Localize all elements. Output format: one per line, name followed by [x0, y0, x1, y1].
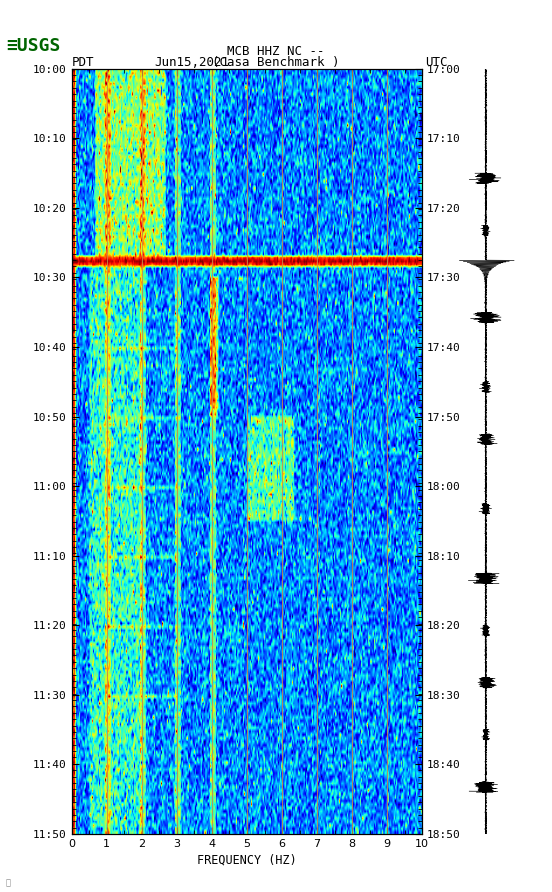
Text: Jun15,2021: Jun15,2021 — [155, 56, 230, 70]
Text: UTC: UTC — [425, 56, 448, 70]
X-axis label: FREQUENCY (HZ): FREQUENCY (HZ) — [197, 853, 297, 866]
Text: MCB HHZ NC --: MCB HHZ NC -- — [227, 45, 325, 58]
Text: ≡USGS: ≡USGS — [7, 37, 61, 55]
Text: PDT: PDT — [72, 56, 94, 70]
Text: Ⓜ: Ⓜ — [6, 878, 10, 887]
Text: (Casa Benchmark ): (Casa Benchmark ) — [213, 56, 339, 70]
